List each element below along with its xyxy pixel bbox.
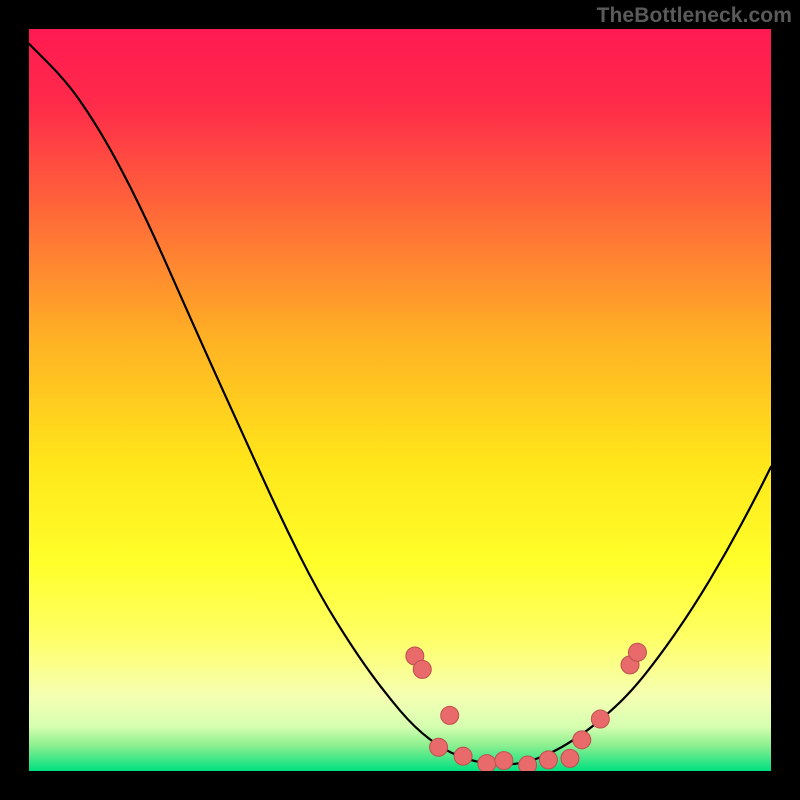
marker-point bbox=[591, 710, 609, 728]
marker-point bbox=[441, 706, 459, 724]
watermark-text: TheBottleneck.com bbox=[597, 4, 792, 28]
plot-background bbox=[29, 29, 771, 771]
marker-point bbox=[519, 756, 537, 771]
marker-point bbox=[413, 660, 431, 678]
marker-point bbox=[495, 752, 513, 770]
marker-point bbox=[539, 751, 557, 769]
marker-point bbox=[628, 643, 646, 661]
plot-area bbox=[29, 29, 771, 771]
chart-container: TheBottleneck.com bbox=[0, 0, 800, 800]
marker-point bbox=[573, 731, 591, 749]
marker-point bbox=[561, 749, 579, 767]
marker-point bbox=[430, 738, 448, 756]
marker-point bbox=[478, 755, 496, 771]
marker-point bbox=[454, 747, 472, 765]
plot-svg bbox=[29, 29, 771, 771]
